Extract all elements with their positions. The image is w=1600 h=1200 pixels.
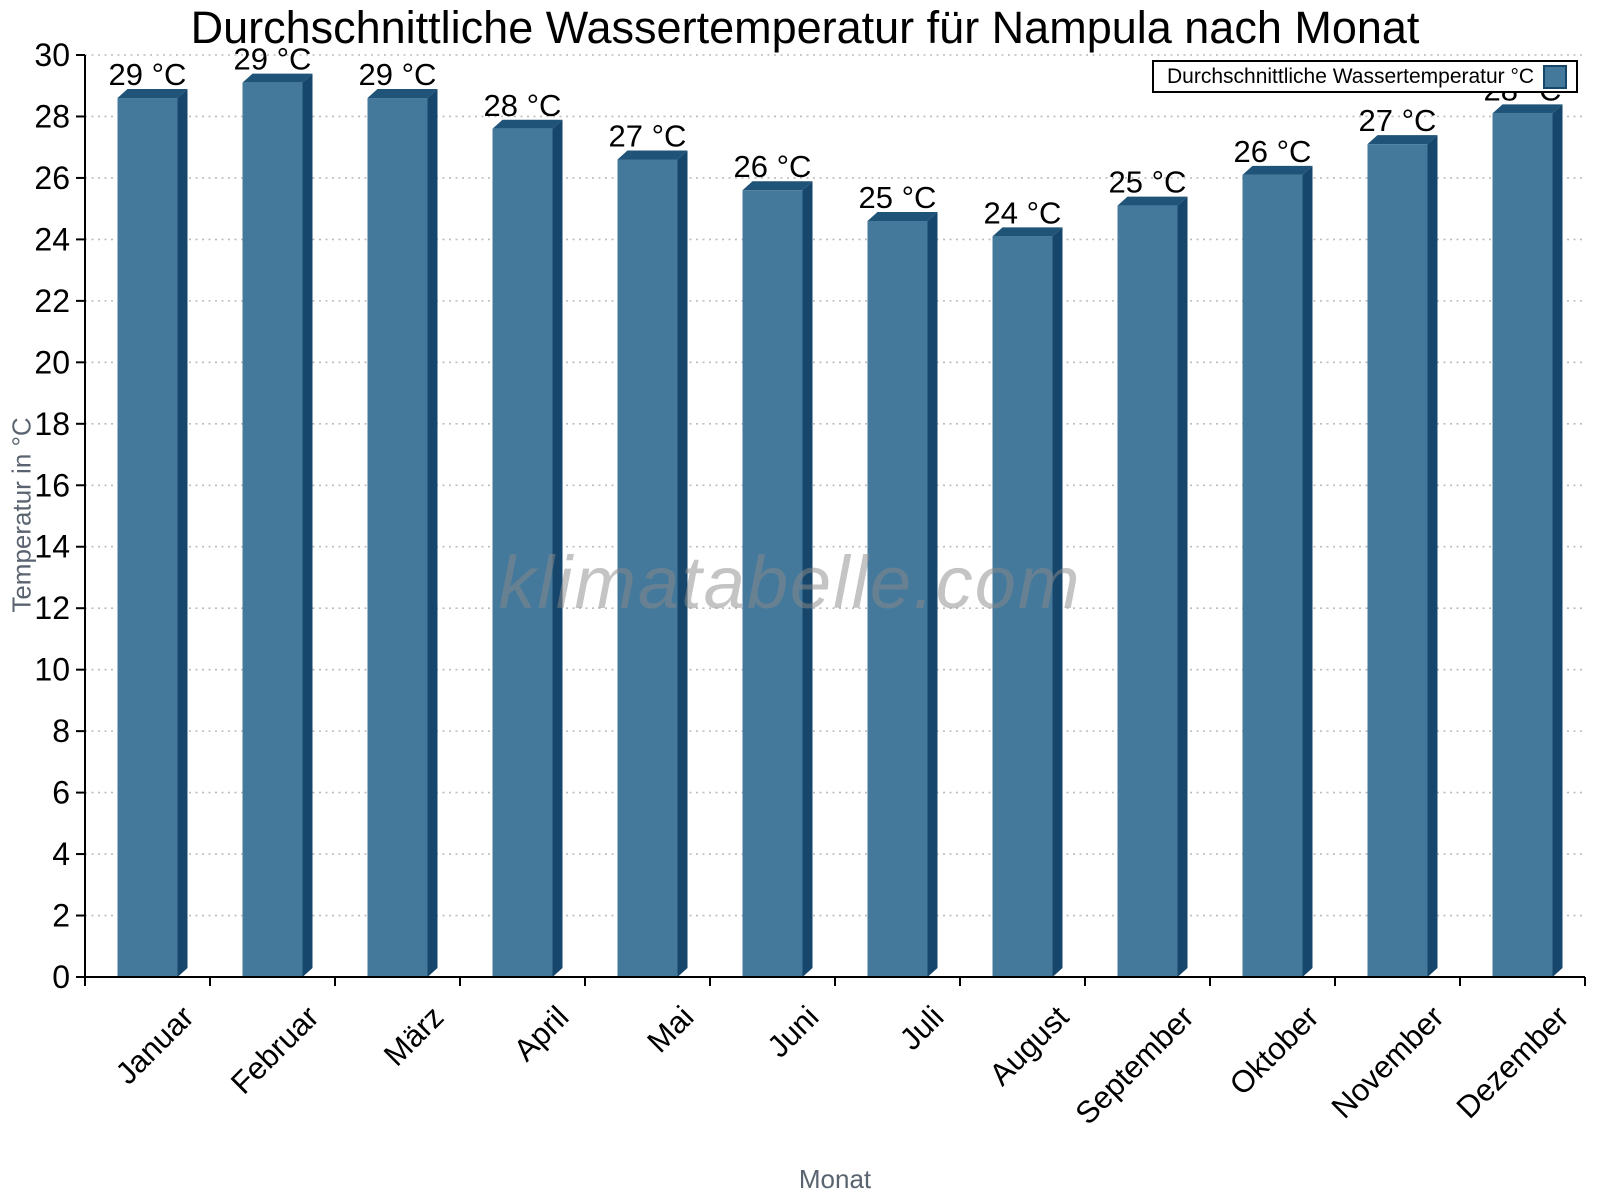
value-label-Januar: 29 °C (109, 57, 187, 92)
y-tick-label-6: 6 (52, 775, 70, 811)
bar-Februar (242, 82, 303, 977)
value-label-April: 28 °C (484, 88, 562, 123)
y-tick-label-4: 4 (52, 836, 70, 872)
bar-side-Oktober (1302, 165, 1313, 978)
y-tick-label-28: 28 (34, 98, 70, 134)
bar-Juli (867, 220, 928, 977)
legend: Durchschnittliche Wassertemperatur °C (1152, 60, 1578, 93)
bar-side-September (1177, 196, 1188, 978)
bar-side-Februar (302, 73, 313, 977)
value-label-Juli: 25 °C (859, 180, 937, 215)
bar-side-Januar (177, 89, 188, 977)
bar-top-Juni (742, 181, 813, 191)
bar-top-März (367, 89, 438, 99)
x-tick-label-November: November (1325, 999, 1451, 1125)
bar-top-Juli (867, 211, 938, 221)
bar-Dezember (1492, 113, 1553, 978)
bar-top-Februar (242, 73, 313, 83)
y-tick-label-0: 0 (52, 959, 70, 995)
bar-side-Dezember (1552, 104, 1563, 978)
value-label-November: 27 °C (1359, 103, 1437, 138)
y-tick-label-18: 18 (34, 406, 70, 442)
value-label-Juni: 26 °C (734, 149, 812, 184)
bar-top-Mai (617, 150, 688, 160)
y-tick-label-2: 2 (52, 898, 70, 934)
bar-März (367, 98, 428, 977)
bar-side-Juni (802, 181, 813, 977)
value-label-September: 25 °C (1109, 165, 1187, 200)
bar-top-Oktober (1242, 165, 1313, 175)
y-tick-label-24: 24 (34, 221, 70, 257)
bar-top-April (492, 119, 563, 129)
bar-September (1117, 205, 1178, 978)
x-tick-label-Juli: Juli (893, 999, 951, 1057)
bar-top-August (992, 227, 1063, 237)
y-tick-label-10: 10 (34, 652, 70, 688)
legend-label: Durchschnittliche Wassertemperatur °C (1167, 64, 1535, 88)
value-label-Februar: 29 °C (234, 42, 312, 77)
value-label-März: 29 °C (359, 57, 437, 92)
x-tick-label-September: September (1068, 999, 1200, 1131)
value-label-Oktober: 26 °C (1234, 134, 1312, 169)
bar-top-November (1367, 135, 1438, 145)
y-tick-label-12: 12 (34, 590, 70, 626)
bar-Oktober (1242, 174, 1303, 978)
x-tick-label-Februar: Februar (224, 999, 326, 1101)
bar-November (1367, 144, 1428, 978)
legend-swatch-icon (1543, 64, 1568, 89)
bar-Januar (117, 98, 178, 977)
bar-April (492, 128, 553, 977)
bar-side-März (427, 89, 438, 977)
chart-title: Durchschnittliche Wassertemperatur für N… (190, 2, 1420, 53)
x-tick-label-Dezember: Dezember (1450, 999, 1576, 1125)
y-tick-label-30: 30 (34, 37, 70, 73)
value-label-Mai: 27 °C (609, 118, 687, 153)
x-tick-label-Juni: Juni (760, 999, 825, 1064)
x-tick-label-April: April (507, 999, 576, 1068)
y-tick-label-26: 26 (34, 160, 70, 196)
bar-side-November (1427, 135, 1438, 978)
bar-top-Dezember (1492, 104, 1563, 114)
x-tick-label-August: August (982, 999, 1075, 1092)
x-tick-label-Januar: Januar (109, 999, 201, 1091)
y-tick-label-14: 14 (34, 529, 70, 565)
bar-top-September (1117, 196, 1188, 206)
x-tick-label-März: März (377, 999, 450, 1072)
bar-top-Januar (117, 89, 188, 99)
y-tick-label-22: 22 (34, 283, 70, 319)
y-tick-label-16: 16 (34, 467, 70, 503)
bar-side-August (1052, 227, 1063, 977)
x-axis-title: Monat (798, 1164, 872, 1194)
y-tick-label-8: 8 (52, 713, 70, 749)
bar-side-Mai (677, 150, 688, 977)
bar-August (992, 236, 1053, 977)
x-tick-label-Oktober: Oktober (1223, 999, 1326, 1102)
bar-side-April (552, 119, 563, 977)
y-tick-label-20: 20 (34, 344, 70, 380)
bar-Mai (617, 159, 678, 977)
x-tick-label-Mai: Mai (640, 999, 700, 1059)
bar-Juni (742, 190, 803, 977)
bar-side-Juli (927, 211, 938, 977)
value-label-August: 24 °C (984, 195, 1062, 230)
